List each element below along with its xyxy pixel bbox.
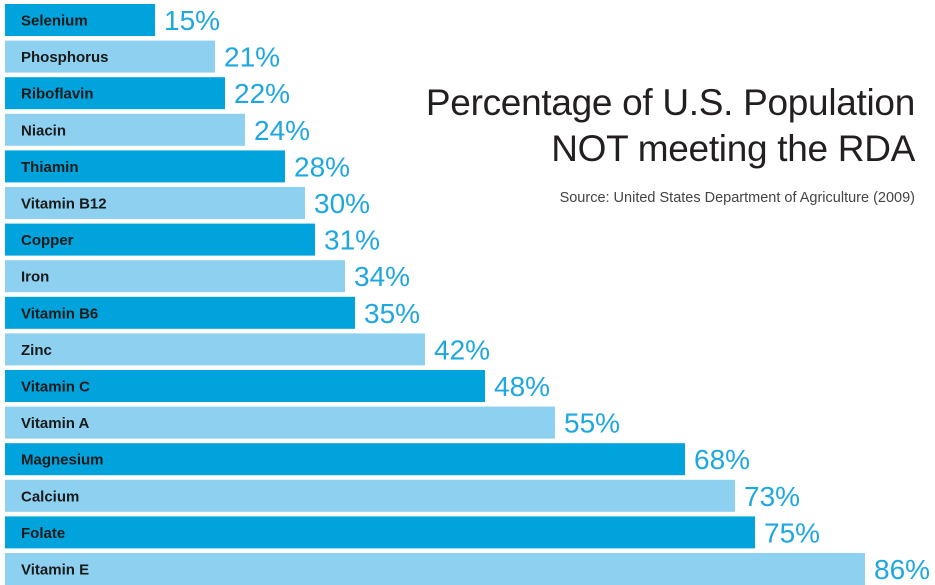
value-label: 75% — [764, 517, 820, 548]
category-label: Vitamin E — [21, 562, 89, 579]
value-label: 68% — [694, 444, 750, 475]
bar-niacin — [5, 113, 245, 146]
value-label: 86% — [874, 554, 930, 585]
value-label: 24% — [254, 115, 310, 146]
chart-source: Source: United States Department of Agri… — [559, 190, 915, 206]
bar-calcium — [5, 479, 735, 512]
bar-phosphorus — [5, 40, 215, 73]
bar-selenium — [5, 4, 155, 36]
category-label: Vitamin B6 — [21, 305, 98, 322]
category-label: Zinc — [21, 342, 52, 359]
category-label: Vitamin B12 — [21, 196, 107, 213]
bar-zinc — [5, 333, 425, 366]
value-label: 42% — [434, 334, 490, 365]
category-label: Folate — [21, 525, 65, 542]
category-label: Riboflavin — [21, 86, 94, 103]
bar-vitamin-c — [5, 370, 485, 402]
bar-vitamin-b12 — [5, 187, 305, 219]
value-label: 21% — [224, 42, 280, 73]
bar-vitamin-e — [5, 553, 865, 585]
value-label: 55% — [564, 408, 620, 439]
value-label: 48% — [494, 371, 550, 402]
bar-vitamin-b6 — [5, 296, 355, 329]
bar-thiamin — [5, 150, 285, 183]
bar-magnesium — [5, 443, 685, 476]
category-label: Copper — [21, 232, 74, 249]
value-label: 30% — [314, 188, 370, 219]
value-label: 28% — [294, 151, 350, 182]
bar-vitamin-a — [5, 406, 555, 439]
category-label: Magnesium — [21, 452, 104, 469]
category-label: Iron — [21, 269, 49, 286]
value-label: 31% — [324, 225, 380, 256]
value-label: 15% — [164, 5, 220, 36]
category-label: Thiamin — [21, 159, 79, 176]
category-label: Vitamin A — [21, 415, 90, 432]
bar-riboflavin — [5, 77, 225, 110]
chart-title-line-2: NOT meeting the RDA — [551, 128, 915, 169]
bar-folate — [5, 516, 755, 549]
value-label: 22% — [234, 78, 290, 109]
category-label: Selenium — [21, 13, 88, 30]
category-label: Calcium — [21, 488, 79, 505]
bar-copper — [5, 223, 315, 256]
title-block: Percentage of U.S. Population NOT meetin… — [426, 80, 915, 206]
category-label: Niacin — [21, 122, 66, 139]
category-label: Phosphorus — [21, 49, 109, 66]
value-label: 34% — [354, 261, 410, 292]
chart-title-line-1: Percentage of U.S. Population — [425, 82, 915, 123]
value-label: 35% — [364, 298, 420, 329]
category-label: Vitamin C — [21, 379, 90, 396]
value-label: 73% — [744, 481, 800, 512]
bar-iron — [5, 260, 345, 293]
